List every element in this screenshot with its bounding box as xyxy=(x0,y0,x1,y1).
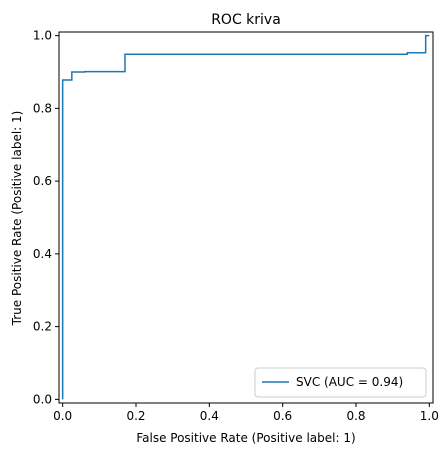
y-tick-label-3: 0.6 xyxy=(33,174,52,188)
y-tick-label-0: 0.0 xyxy=(33,392,52,406)
legend-box xyxy=(254,367,427,398)
plot-area xyxy=(61,34,430,400)
legend: SVC (AUC = 0.94) xyxy=(254,367,427,398)
chart-title: ROC kriva xyxy=(211,12,281,28)
x-tick-label-0: 0.0 xyxy=(53,409,72,423)
x-tick-label-3: 0.6 xyxy=(273,409,292,423)
x-axis: 0.0 0.2 0.4 0.6 0.8 1.0 xyxy=(53,403,439,423)
x-tick-label-4: 0.8 xyxy=(346,409,365,423)
y-tick-label-2: 0.4 xyxy=(33,247,52,261)
x-axis-label: False Positive Rate (Positive label: 1) xyxy=(136,431,355,445)
y-tick-label-5: 1.0 xyxy=(33,29,52,43)
plot-frame xyxy=(58,31,434,404)
x-tick-label-2: 0.4 xyxy=(200,409,219,423)
legend-label-svc: SVC (AUC = 0.94) xyxy=(296,375,403,389)
y-axis: 0.0 0.2 0.4 0.6 0.8 1.0 xyxy=(33,29,59,406)
y-tick-label-1: 0.2 xyxy=(33,320,52,334)
x-tick-label-1: 0.2 xyxy=(126,409,145,423)
series-line-0 xyxy=(61,34,430,400)
y-axis-label: True Positive Rate (Positive label: 1) xyxy=(10,111,24,327)
x-tick-label-5: 1.0 xyxy=(420,409,439,423)
y-tick-label-4: 0.8 xyxy=(33,101,52,115)
